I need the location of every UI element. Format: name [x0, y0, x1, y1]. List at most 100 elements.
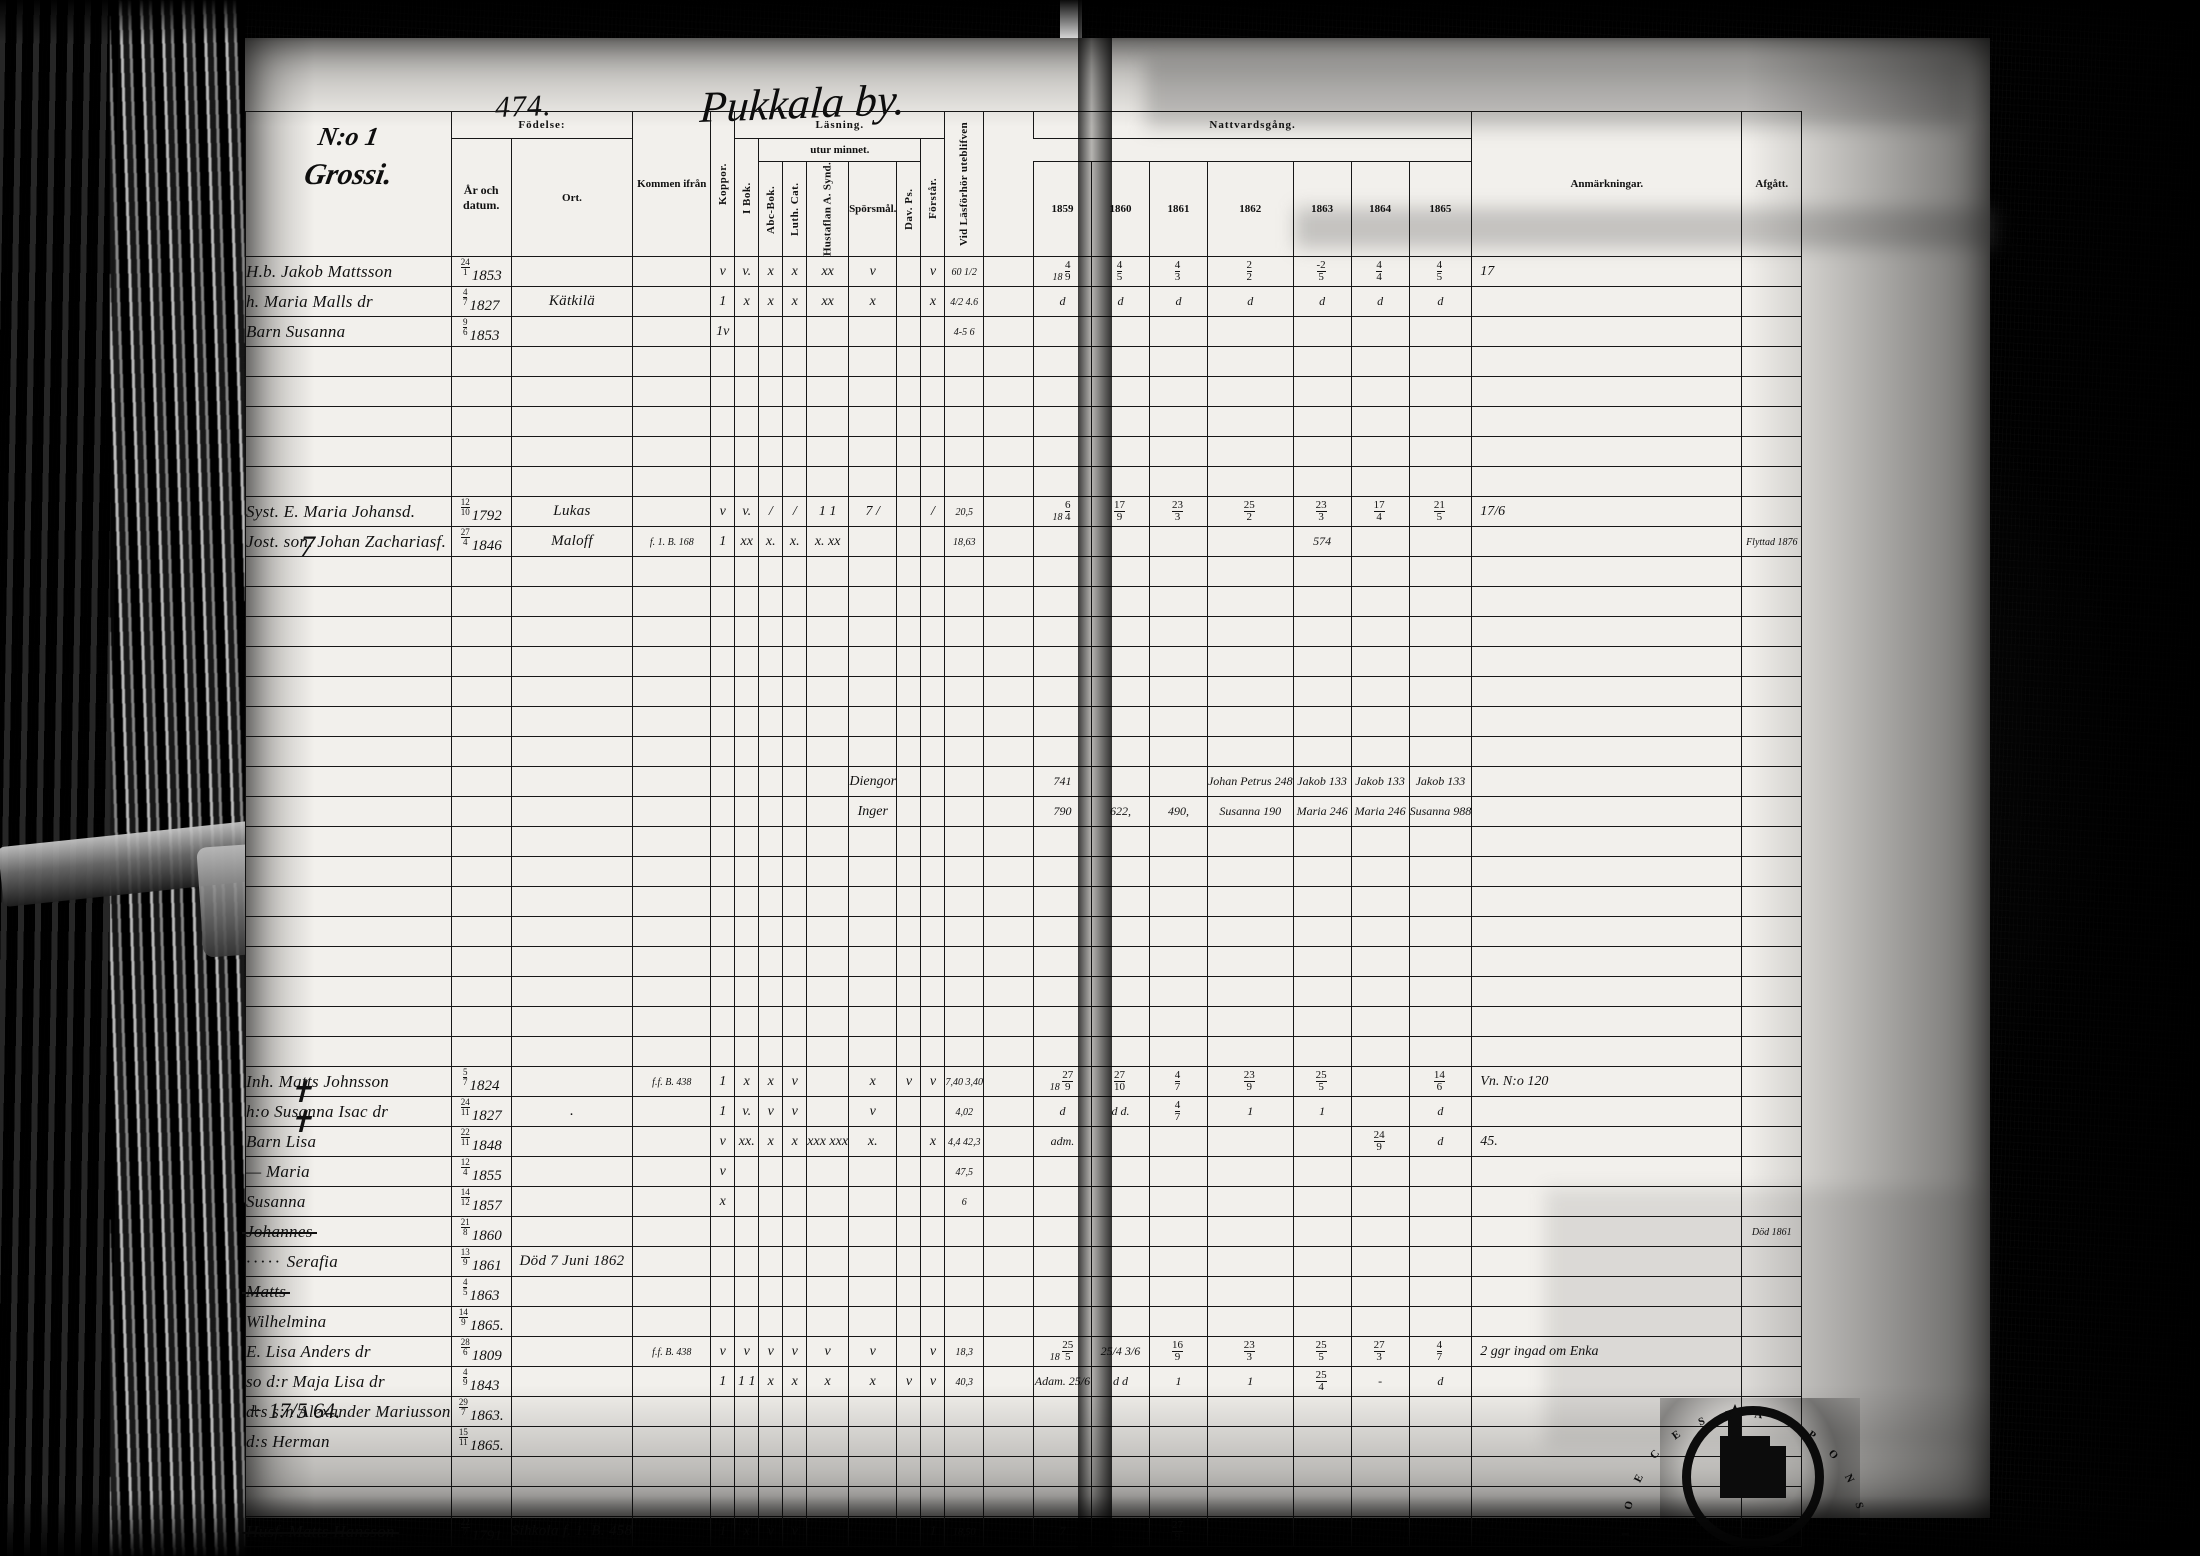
table-row[interactable]: Husf. Matts Hansson 22 7 1791 Sihkola f. 1. …	[242, 1516, 1803, 1548]
cell-vid-forhor	[944, 406, 984, 438]
cell-nv-1862	[1206, 346, 1294, 378]
table-row[interactable]: d:s s:n Alexander Mariusson 29 7 1863.	[245, 1396, 1803, 1428]
table-row[interactable]	[245, 976, 1803, 1008]
table-row[interactable]	[245, 556, 1803, 588]
table-row[interactable]: Matts 4 5 1863	[241, 1276, 1803, 1308]
cell-nv-1863	[1292, 1456, 1352, 1488]
table-row[interactable]	[245, 1036, 1803, 1068]
reading-mark: v	[824, 1343, 831, 1359]
cell-afgatt	[1741, 1096, 1803, 1128]
table-row[interactable]: h. Maria Malls dr 4 7 1827 Kätkilä 1 x x x xx x x 4/…	[245, 286, 1803, 318]
person-name: Matts	[241, 1281, 291, 1301]
table-row[interactable]	[245, 646, 1803, 678]
cell-birth-place: Lukas	[510, 496, 634, 528]
table-row[interactable]	[245, 856, 1803, 888]
cell-nv-1865	[1408, 1276, 1473, 1308]
birth-year: 1809	[471, 1347, 502, 1364]
cell-forstar	[920, 586, 946, 618]
reading-mark: x.	[765, 533, 776, 549]
cell-nv-1863	[1292, 706, 1352, 738]
table-row[interactable]	[245, 1486, 1803, 1518]
table-row[interactable]	[245, 736, 1803, 768]
cell-vid-forhor: 18,63	[944, 526, 984, 558]
cell-afgatt	[1741, 766, 1803, 798]
table-row[interactable]: h:o Susanna Isac dr 24 11 1827. 1 v. v v v 4,02 d d…	[245, 1096, 1803, 1128]
table-row[interactable]	[245, 1456, 1803, 1488]
birth-place: Död 7 Juni 1862	[519, 1253, 625, 1270]
cell-spacer	[983, 1216, 1034, 1248]
cell-koppor	[710, 376, 736, 408]
cell-nv-1862	[1206, 1246, 1294, 1278]
cell-koppor	[710, 1006, 736, 1038]
cell-nv-1863: 574	[1292, 526, 1352, 558]
cell-nv-1861: 23 3	[1148, 496, 1208, 528]
table-row[interactable]: Johannes 21 8 1860 Död 1861	[242, 1216, 1803, 1248]
table-row[interactable]	[245, 406, 1803, 438]
cell-birth-place: Död 7 Juni 1862	[510, 1246, 634, 1278]
table-row[interactable]: H.b. Jakob Mattsson 24 1 1853 v v. x x xx v v 60 1/…	[245, 256, 1803, 288]
cell-nv-1865: Susanna 988	[1408, 796, 1473, 828]
cell-koppor	[710, 826, 736, 858]
cell-name	[245, 796, 452, 828]
table-row[interactable]	[245, 616, 1803, 648]
table-row[interactable]	[245, 826, 1803, 858]
cell-birth-year	[450, 916, 512, 948]
table-row[interactable]: Wilhelmina 14 9 1865.	[245, 1306, 1803, 1338]
reading-mark: x.	[867, 1133, 878, 1149]
cell-luth	[782, 676, 808, 708]
cell-forstar	[920, 706, 946, 738]
cell-name: Syst. E. Maria Johansd.	[245, 496, 452, 528]
cell-hustaflan	[806, 1096, 850, 1128]
table-row[interactable]	[245, 376, 1803, 408]
cell-remarks	[1471, 526, 1743, 558]
table-row[interactable]: ····· Serafia 13 9 1861 Död 7 Juni 1862	[245, 1246, 1803, 1278]
cell-nv-1864	[1350, 616, 1410, 648]
person-name: Syst. E. Maria Johansd.	[246, 501, 416, 521]
table-row[interactable]	[245, 886, 1803, 918]
cell-moved-from	[632, 1516, 712, 1548]
table-row[interactable]: Susanna 14 12 1857 x 6	[245, 1186, 1803, 1218]
table-row[interactable]	[245, 346, 1803, 378]
cell-afgatt	[1741, 436, 1803, 468]
cell-nv-1865: d	[1408, 1096, 1473, 1128]
cell-moved-from	[632, 1126, 712, 1158]
table-row[interactable]	[245, 466, 1803, 498]
cell-abc: x	[758, 286, 784, 318]
table-row[interactable]	[245, 586, 1803, 618]
table-row[interactable]: Barn Susanna 9 6 1853 1v 4-5 6	[245, 316, 1803, 348]
table-row[interactable]: so d:r Maja Lisa dr 4 9 1843 1 1 1 x x x x v v 40,3 A…	[245, 1366, 1803, 1398]
table-row[interactable]	[245, 916, 1803, 948]
cell-nv-1865	[1408, 916, 1473, 948]
reading-mark: x.	[789, 533, 800, 549]
table-row[interactable]	[245, 1006, 1803, 1038]
cell-hustaflan	[806, 556, 850, 588]
cell-i-bok	[734, 676, 760, 708]
table-row[interactable]: Jost. son. Johan Zachariasf. 27 4 1846 Malof…	[245, 526, 1803, 558]
cell-moved-from	[632, 676, 712, 708]
table-row[interactable]: d:s Herman 15 11 1865.	[245, 1426, 1803, 1458]
table-row[interactable]	[245, 676, 1803, 708]
cell-afgatt	[1741, 346, 1803, 378]
cell-abc	[758, 646, 784, 678]
cell-luth	[782, 1156, 808, 1188]
table-row[interactable]: Inger 790 622, 490, Susanna 190 Maria 246 Mari…	[245, 796, 1803, 828]
cell-hustaflan: xx	[806, 256, 850, 288]
cell-name: so d:r Maja Lisa dr	[245, 1366, 452, 1398]
table-row[interactable]: E. Lisa Anders dr 28 6 1809 f.f. B. 438 v v v v v…	[245, 1336, 1803, 1368]
table-row[interactable]: Diengor 741 Johan Petrus 248 Jakob 133 Jakob…	[245, 766, 1803, 798]
table-row[interactable]	[245, 706, 1803, 738]
cell-hustaflan: 1 1	[806, 496, 850, 528]
table-row[interactable]: Inh. Matts Johnsson 5 7 1824 f.f. B. 438 1 x x v…	[245, 1066, 1803, 1098]
cell-hustaflan: v	[806, 1336, 850, 1368]
vid-forhor-value: 6	[961, 1196, 967, 1208]
table-row[interactable]: Barn Lisa 22 11 1848 v xx. x x xxx xxx x. x 4,4 42,…	[245, 1126, 1803, 1158]
seal-church-spire-icon	[1729, 1404, 1741, 1418]
table-row[interactable]	[245, 946, 1803, 978]
table-row[interactable]: Syst. E. Maria Johansd. 12 10 1792 Lukas v v. /…	[245, 496, 1803, 528]
table-row[interactable]	[245, 436, 1803, 468]
table-row[interactable]: — Maria 12 4 1855 v 47,5	[245, 1156, 1803, 1188]
cell-hustaflan	[806, 706, 850, 738]
cell-hustaflan	[806, 856, 850, 888]
